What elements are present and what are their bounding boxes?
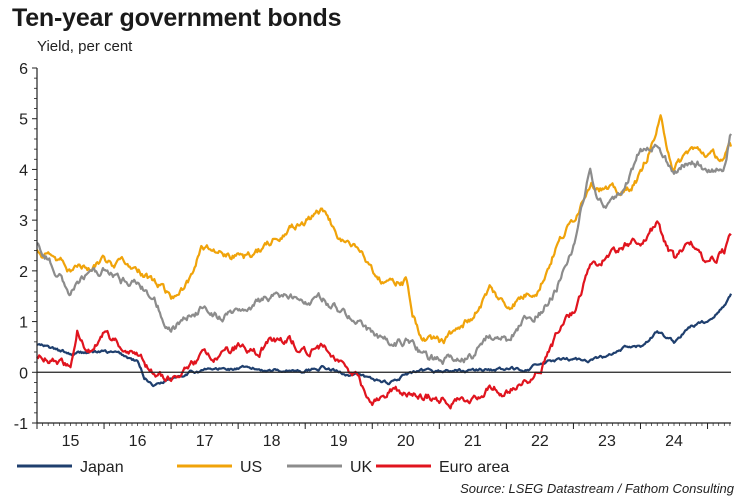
legend-label-japan: Japan (80, 459, 124, 476)
x-tick-label: 23 (598, 433, 616, 450)
x-tick-label: 18 (263, 433, 281, 450)
y-tick-label: 5 (19, 112, 28, 129)
x-tick-label: 24 (665, 433, 683, 450)
y-tick-label: 2 (19, 264, 28, 281)
series-line-uk (36, 133, 732, 365)
x-tick-label: 17 (196, 433, 214, 450)
legend-label-euro-area: Euro area (439, 459, 509, 476)
y-tick-label: 1 (19, 315, 28, 332)
series-line-us (36, 114, 733, 345)
y-tick-label: 4 (19, 162, 28, 179)
x-tick-label: 21 (464, 433, 482, 450)
y-tick-label: -1 (14, 416, 28, 433)
y-tick-label: 3 (19, 213, 28, 230)
y-tick-label: 0 (19, 365, 28, 382)
x-tick-label: 20 (397, 433, 415, 450)
y-tick-label: 6 (19, 61, 28, 78)
y-axis-label: Yield, per cent (37, 38, 133, 55)
source-note: Source: LSEG Datastream / Fathom Consult… (460, 481, 734, 496)
x-tick-label: 22 (531, 433, 549, 450)
series-line-japan (36, 293, 733, 388)
legend-label-us: US (240, 459, 262, 476)
x-tick-label: 15 (62, 433, 80, 450)
x-tick-label: 19 (330, 433, 348, 450)
chart-title: Ten-year government bonds (12, 4, 342, 32)
legend-label-uk: UK (350, 459, 373, 476)
x-tick-label: 16 (129, 433, 147, 450)
series-line-euro-area (36, 220, 732, 410)
